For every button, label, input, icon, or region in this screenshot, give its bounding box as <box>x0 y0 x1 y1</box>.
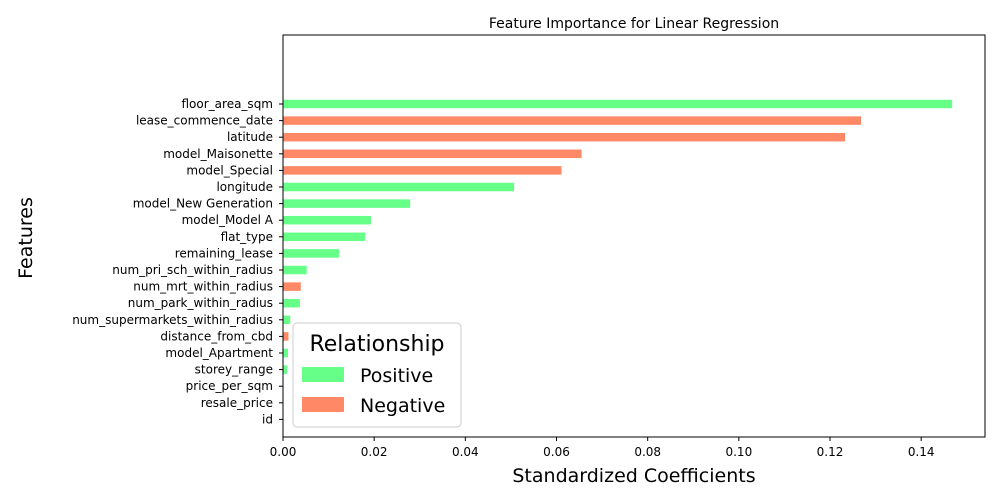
y-tick-label: model_New Generation <box>133 197 273 211</box>
bar-flat-type <box>283 232 366 242</box>
x-tick-label: 0.08 <box>634 445 661 459</box>
bar-storey-range <box>283 365 288 374</box>
legend-swatch-negative <box>302 397 344 412</box>
y-tick-label: model_Model A <box>182 213 274 227</box>
bar-lease-commence-date <box>283 116 862 125</box>
legend-title: Relationship <box>309 332 444 357</box>
x-tick-labels: 0.00 0.02 0.04 0.06 0.08 0.10 0.12 0.14 <box>270 437 935 459</box>
chart-title: Feature Importance for Linear Regression <box>489 16 779 32</box>
y-tick-label: remaining_lease <box>175 246 273 260</box>
y-tick-label: num_supermarkets_within_radius <box>72 313 273 327</box>
y-axis-title: Features <box>15 197 37 279</box>
y-tick-label: storey_range <box>195 363 273 377</box>
bar-remaining-lease <box>283 249 340 258</box>
bar-num-pri-sch-within-radius <box>283 265 307 275</box>
y-tick-label: latitude <box>227 130 273 144</box>
y-tick-label: price_per_sqm <box>186 379 273 393</box>
x-tick-label: 0.02 <box>361 445 388 459</box>
bar-floor-area-sqm <box>283 99 953 109</box>
y-tick-label: model_Apartment <box>165 346 273 360</box>
y-tick-label: id <box>262 412 273 426</box>
y-tick-label: floor_area_sqm <box>182 97 274 111</box>
x-axis-title: Standardized Coefficients <box>512 465 755 487</box>
x-tick-label: 0.04 <box>452 445 479 459</box>
x-tick-label: 0.06 <box>543 445 570 459</box>
plot-frame <box>282 34 986 438</box>
bar-model-new-generation <box>283 199 411 208</box>
legend-swatch-positive <box>302 367 344 382</box>
bar-model-special <box>283 166 562 175</box>
y-tick-label: distance_from_cbd <box>160 329 273 343</box>
y-tick-labels: floor_area_sqm lease_commence_datelatitud… <box>72 97 283 426</box>
bar-num-mrt-within-radius <box>283 282 301 291</box>
bar-model-maisonette <box>283 149 582 159</box>
y-tick-label: resale_price <box>201 396 273 410</box>
legend-label-negative: Negative <box>360 395 445 417</box>
bar-num-supermarkets-within-radius <box>283 315 291 325</box>
x-tick-label: 0.10 <box>725 445 752 459</box>
y-tick-label: num_park_within_radius <box>128 296 273 310</box>
y-tick-label: longitude <box>216 180 273 194</box>
y-tick-label: flat_type <box>221 230 273 244</box>
y-tick-label: num_mrt_within_radius <box>133 280 273 294</box>
y-tick-label: model_Maisonette <box>163 147 273 161</box>
x-tick-label: 0.14 <box>908 445 935 459</box>
x-tick-label: 0.12 <box>817 445 844 459</box>
legend: Relationship Positive Negative <box>292 322 462 428</box>
bar-distance-from-cbd <box>283 332 289 341</box>
y-tick-label: num_pri_sch_within_radius <box>112 263 273 277</box>
bar-model-model-a <box>283 215 371 225</box>
bar-model-apartment <box>283 348 289 358</box>
legend-label-positive: Positive <box>360 365 433 387</box>
bar-num-park-within-radius <box>283 298 300 308</box>
bar-latitude <box>283 132 846 142</box>
y-tick-label: model_Special <box>186 163 273 177</box>
y-tick-label: lease_commence_date <box>136 114 273 128</box>
bar-longitude <box>283 182 515 192</box>
x-tick-label: 0.00 <box>270 445 297 459</box>
bars-group <box>283 99 953 374</box>
